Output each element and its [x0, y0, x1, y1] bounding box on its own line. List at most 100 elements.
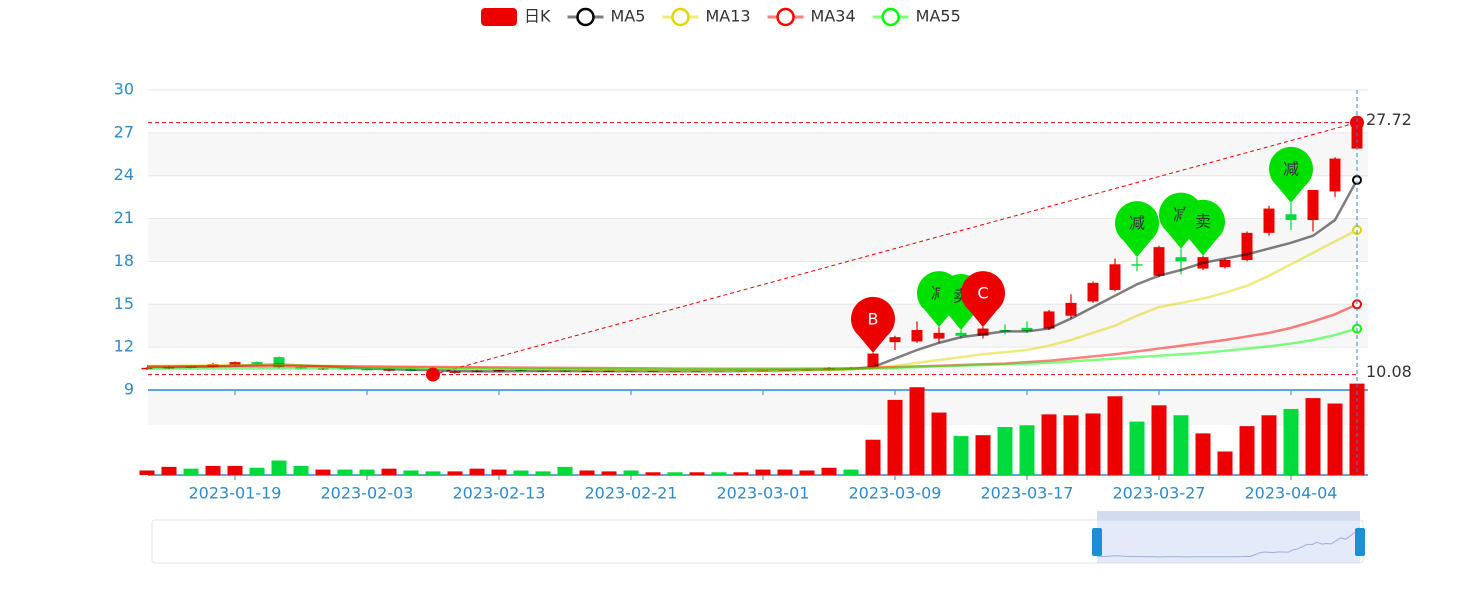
x-tick-label: 2023-02-21	[585, 484, 678, 503]
volume-bar	[601, 471, 617, 475]
volume-bar	[513, 470, 529, 475]
x-tick-label: 2023-02-03	[321, 484, 414, 503]
volume-bar	[359, 469, 375, 475]
candle-body	[1109, 264, 1121, 290]
volume-bar	[227, 465, 243, 475]
candle-body	[1021, 327, 1033, 331]
volume-bar	[909, 387, 925, 475]
x-tick-label: 2023-02-13	[453, 484, 546, 503]
volume-bar	[535, 471, 551, 475]
volume-bar	[315, 469, 331, 475]
volume-bar	[1085, 413, 1101, 475]
marker-label: B	[868, 309, 879, 328]
volume-bar	[1195, 433, 1211, 475]
marker-label: 减	[1129, 214, 1145, 233]
max-point	[1350, 115, 1364, 130]
x-tick-label: 2023-03-09	[849, 484, 942, 503]
volume-bar	[293, 465, 309, 475]
volume-bar	[799, 470, 815, 475]
candle-body	[1087, 282, 1099, 302]
legend-icon	[576, 7, 595, 27]
candle-body	[1065, 302, 1077, 316]
volume-bar	[381, 468, 397, 475]
trend-line	[432, 122, 1358, 376]
volume-bar	[1305, 398, 1321, 475]
y-tick-label: 30	[114, 80, 134, 99]
zoom-handle[interactable]	[1355, 528, 1365, 556]
candle-body	[1131, 264, 1143, 266]
legend-label: MA34	[811, 7, 856, 26]
zoom-handle[interactable]	[1092, 528, 1102, 556]
volume-bar	[645, 472, 661, 475]
volume-bar	[249, 467, 265, 475]
volume-bar	[1063, 415, 1079, 475]
marker-pin	[961, 271, 1006, 328]
volume-bar	[557, 466, 573, 475]
marker-label: 卖	[1195, 212, 1211, 231]
candle-body	[1153, 247, 1165, 276]
volume-bar	[1217, 451, 1233, 475]
volume-bar	[1327, 403, 1343, 475]
legend-icon	[481, 8, 517, 26]
volume-bar	[711, 472, 727, 475]
volume-bar	[777, 469, 793, 475]
volume-bar	[1173, 415, 1189, 475]
candle-body	[867, 353, 879, 368]
zoom-bar	[1097, 511, 1360, 520]
volume-bar	[623, 470, 639, 475]
volume-bar	[755, 469, 771, 475]
volume-bar	[579, 470, 595, 475]
volume-bar	[997, 427, 1013, 475]
volume-bar	[821, 467, 837, 475]
zoom-preview	[1096, 527, 1361, 558]
volume-bar	[161, 466, 177, 475]
volume-bar	[953, 436, 969, 475]
volume-bar	[491, 469, 507, 475]
y-tick-label: 15	[114, 294, 134, 313]
volume-bar	[1239, 426, 1255, 475]
volume-bar	[183, 468, 199, 475]
candle-body	[1219, 260, 1231, 268]
volume-bar	[403, 470, 419, 475]
candle-body	[911, 330, 923, 342]
marker-label: C	[977, 284, 988, 303]
volume-bar	[205, 465, 221, 475]
volume-bar	[667, 472, 683, 475]
marker-label: 减	[1283, 159, 1299, 178]
candle-body	[1329, 158, 1341, 192]
volume-bar	[1151, 405, 1167, 475]
marker-pin	[1181, 199, 1225, 256]
y-tick-label: 18	[114, 251, 134, 270]
mark-line-label: 10.08	[1366, 362, 1412, 381]
candle-body	[1175, 257, 1187, 262]
y-tick-label: 21	[114, 208, 134, 227]
volume-bar	[1107, 396, 1123, 475]
split-area	[148, 304, 1368, 348]
candle-body	[229, 362, 241, 365]
volume-bar	[975, 435, 991, 475]
ma-line	[147, 327, 1358, 371]
legend-icon	[776, 7, 795, 27]
candle-body	[1043, 311, 1055, 329]
volume-bar	[447, 471, 463, 475]
legend-icon	[671, 7, 690, 27]
x-tick-label: 2023-03-27	[1113, 484, 1206, 503]
volume-bar	[469, 468, 485, 475]
candle-body	[933, 332, 945, 339]
volume-bar	[337, 469, 353, 475]
y-tick-label: 12	[114, 337, 134, 356]
volume-bar	[887, 399, 903, 475]
volume-bar	[1261, 415, 1277, 475]
marker-pin	[851, 296, 895, 353]
volume-bar	[865, 439, 881, 475]
x-tick-label: 2023-03-01	[717, 484, 810, 503]
candle-body	[1263, 208, 1275, 233]
volume-bar	[1129, 421, 1145, 475]
y-tick-label: 9	[124, 380, 134, 399]
legend-label: MA5	[611, 7, 646, 26]
volume-bar	[843, 469, 859, 475]
candle-body	[273, 357, 285, 368]
volume-bar	[1283, 408, 1299, 475]
marker-pin	[1115, 201, 1159, 258]
